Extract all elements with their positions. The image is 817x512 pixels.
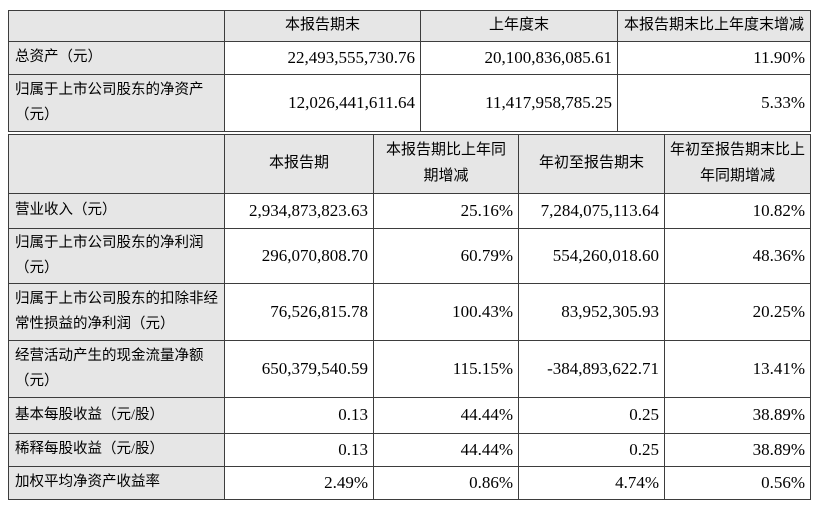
column-header-change-vs-same-period: 本报告期比上年同期增减 xyxy=(373,133,519,194)
cell-value: 554,260,018.60 xyxy=(518,227,665,284)
table-row: 总资产（元） 22,493,555,730.76 20,100,836,085.… xyxy=(8,40,811,75)
cell-value: 22,493,555,730.76 xyxy=(224,40,421,75)
cell-value: 2.49% xyxy=(224,465,374,500)
cell-value: 2,934,873,823.63 xyxy=(224,192,374,229)
column-header-empty xyxy=(8,10,225,42)
cell-value: 20.25% xyxy=(664,282,811,341)
table-row: 归属于上市公司股东的净资产（元） 12,026,441,611.64 11,41… xyxy=(8,73,811,132)
cell-value: 5.33% xyxy=(617,73,811,132)
cell-value: 0.86% xyxy=(373,465,519,500)
cell-value: 0.13 xyxy=(224,396,374,434)
cell-value: 48.36% xyxy=(664,227,811,284)
row-label-weighted-avg-roe: 加权平均净资产收益率 xyxy=(8,465,225,500)
cell-value: 20,100,836,085.61 xyxy=(420,40,618,75)
cell-value: 60.79% xyxy=(373,227,519,284)
column-header-year-to-date: 年初至报告期末 xyxy=(518,133,665,194)
cell-value: 76,526,815.78 xyxy=(224,282,374,341)
row-label-net-profit-excl-nonrecurring: 归属于上市公司股东的扣除非经常性损益的净利润（元） xyxy=(8,282,225,341)
cell-value: 0.56% xyxy=(664,465,811,500)
table-header-row: 本报告期末 上年度末 本报告期末比上年度末增减 xyxy=(8,10,811,42)
table-row: 基本每股收益（元/股） 0.13 44.44% 0.25 38.89% xyxy=(8,396,811,434)
cell-value: 44.44% xyxy=(373,396,519,434)
cell-value: 38.89% xyxy=(664,396,811,434)
row-label-net-assets: 归属于上市公司股东的净资产（元） xyxy=(8,73,225,132)
table-row: 稀释每股收益（元/股） 0.13 44.44% 0.25 38.89% xyxy=(8,432,811,467)
cell-value: 83,952,305.93 xyxy=(518,282,665,341)
cell-value: 10.82% xyxy=(664,192,811,229)
cell-value: 0.13 xyxy=(224,432,374,467)
table-row: 归属于上市公司股东的净利润（元） 296,070,808.70 60.79% 5… xyxy=(8,227,811,284)
balance-indicators-table: 本报告期末 上年度末 本报告期末比上年度末增减 总资产（元） 22,493,55… xyxy=(8,10,811,132)
cell-value: 38.89% xyxy=(664,432,811,467)
row-label-basic-eps: 基本每股收益（元/股） xyxy=(8,396,225,434)
column-header-ytd-change-vs-same-period: 年初至报告期末比上年同期增减 xyxy=(664,133,811,194)
table-row: 营业收入（元） 2,934,873,823.63 25.16% 7,284,07… xyxy=(8,192,811,229)
cell-value: 0.25 xyxy=(518,396,665,434)
column-header-current-period-end: 本报告期末 xyxy=(224,10,421,42)
cell-value: 11.90% xyxy=(617,40,811,75)
cell-value: 7,284,075,113.64 xyxy=(518,192,665,229)
cell-value: 25.16% xyxy=(373,192,519,229)
table-row: 经营活动产生的现金流量净额（元） 650,379,540.59 115.15% … xyxy=(8,339,811,398)
column-header-empty xyxy=(8,133,225,194)
column-header-change-vs-prior-year-end: 本报告期末比上年度末增减 xyxy=(617,10,811,42)
cell-value: 0.25 xyxy=(518,432,665,467)
table-header-row: 本报告期 本报告期比上年同期增减 年初至报告期末 年初至报告期末比上年同期增减 xyxy=(8,133,811,194)
cell-value: -384,893,622.71 xyxy=(518,339,665,398)
cell-value: 12,026,441,611.64 xyxy=(224,73,421,132)
row-label-operating-revenue: 营业收入（元） xyxy=(8,192,225,229)
cell-value: 44.44% xyxy=(373,432,519,467)
table-row: 加权平均净资产收益率 2.49% 0.86% 4.74% 0.56% xyxy=(8,465,811,500)
cell-value: 11,417,958,785.25 xyxy=(420,73,618,132)
column-header-prior-year-end: 上年度末 xyxy=(420,10,618,42)
cell-value: 4.74% xyxy=(518,465,665,500)
cell-value: 296,070,808.70 xyxy=(224,227,374,284)
report-page: 本报告期末 上年度末 本报告期末比上年度末增减 总资产（元） 22,493,55… xyxy=(8,10,811,500)
table-row: 归属于上市公司股东的扣除非经常性损益的净利润（元） 76,526,815.78 … xyxy=(8,282,811,341)
row-label-net-profit: 归属于上市公司股东的净利润（元） xyxy=(8,227,225,284)
cell-value: 100.43% xyxy=(373,282,519,341)
income-indicators-table: 本报告期 本报告期比上年同期增减 年初至报告期末 年初至报告期末比上年同期增减 … xyxy=(8,133,811,500)
column-header-current-period: 本报告期 xyxy=(224,133,374,194)
cell-value: 650,379,540.59 xyxy=(224,339,374,398)
row-label-operating-cash-flow: 经营活动产生的现金流量净额（元） xyxy=(8,339,225,398)
cell-value: 115.15% xyxy=(373,339,519,398)
row-label-diluted-eps: 稀释每股收益（元/股） xyxy=(8,432,225,467)
cell-value: 13.41% xyxy=(664,339,811,398)
row-label-total-assets: 总资产（元） xyxy=(8,40,225,75)
